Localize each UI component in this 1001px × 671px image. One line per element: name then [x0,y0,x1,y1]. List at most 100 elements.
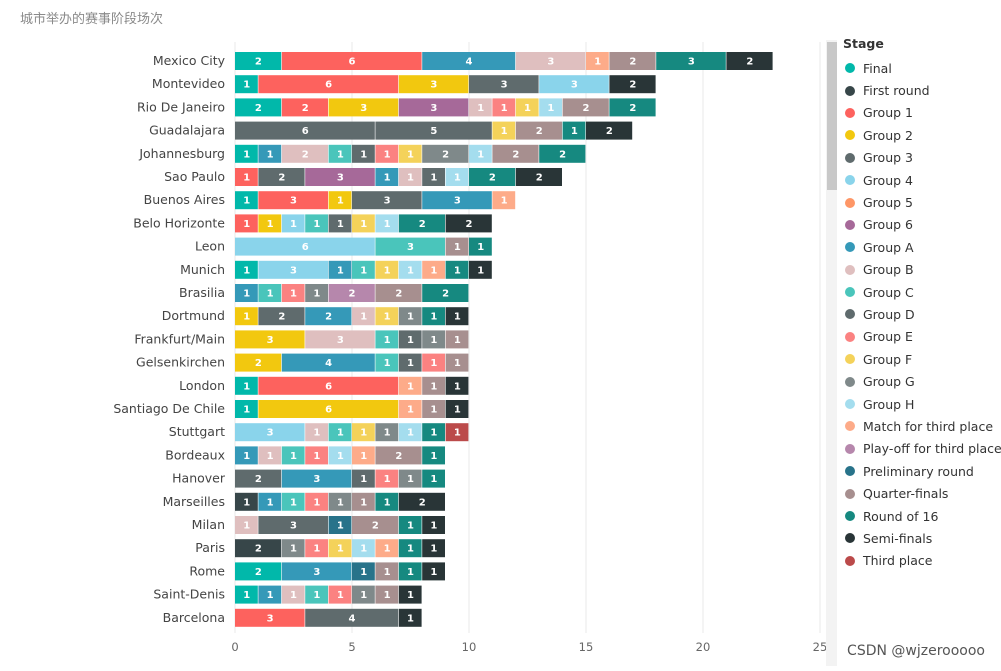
bar-segment[interactable] [352,469,375,488]
bar-segment[interactable] [375,144,399,163]
bar-segment[interactable] [258,307,305,326]
bar-segment[interactable] [375,539,399,558]
bar-segment[interactable] [258,492,282,511]
bar-segment[interactable] [305,608,399,627]
bar-segment[interactable] [235,214,258,233]
bar-segment[interactable] [305,423,328,442]
legend-item[interactable]: Group B [843,259,1001,281]
bar-segment[interactable] [235,168,258,186]
bar-segment[interactable] [492,191,516,210]
bar-segment[interactable] [422,260,445,279]
bar-segment[interactable] [352,307,375,326]
bar-segment[interactable] [258,168,305,186]
bar-segment[interactable] [352,191,422,210]
bar-segment[interactable] [422,376,445,395]
bar-segment[interactable] [235,516,258,534]
legend-item[interactable]: Round of 16 [843,505,1001,527]
bar-segment[interactable] [469,260,492,279]
bar-segment[interactable] [422,330,445,349]
bar-segment[interactable] [398,260,422,279]
bar-segment[interactable] [422,562,445,581]
bar-segment[interactable] [515,168,562,186]
bar-segment[interactable] [352,492,375,511]
bar-segment[interactable] [258,191,328,210]
bar-segment[interactable] [235,121,375,140]
bar-segment[interactable] [328,423,352,442]
bar-segment[interactable] [305,307,352,326]
bar-segment[interactable] [328,144,352,163]
bar-segment[interactable] [305,585,328,604]
bar-segment[interactable] [258,376,399,395]
legend-item[interactable]: Group 5 [843,191,1001,213]
bar-segment[interactable] [375,446,422,465]
bar-segment[interactable] [515,98,539,117]
bar-segment[interactable] [281,562,352,581]
bar-segment[interactable] [328,492,352,511]
bar-segment[interactable] [352,562,375,581]
legend-item[interactable]: Group H [843,393,1001,415]
legend-item[interactable]: First round [843,79,1001,101]
bar-segment[interactable] [258,214,282,233]
bar-segment[interactable] [281,353,375,372]
bar-segment[interactable] [445,400,469,418]
bar-segment[interactable] [398,400,422,418]
bar-segment[interactable] [515,52,586,70]
bar-segment[interactable] [235,562,282,581]
bar-segment[interactable] [328,284,375,302]
bar-segment[interactable] [398,585,422,604]
bar-segment[interactable] [375,585,399,604]
bar-segment[interactable] [586,121,633,140]
bar-segment[interactable] [445,353,469,372]
legend-item[interactable]: Third place [843,550,1001,572]
bar-segment[interactable] [281,98,328,117]
bar-segment[interactable] [258,400,399,418]
bar-segment[interactable] [235,469,282,488]
bar-segment[interactable] [422,400,445,418]
legend-item[interactable]: Group 3 [843,147,1001,169]
bar-segment[interactable] [235,98,282,117]
bar-segment[interactable] [398,469,422,488]
bar-segment[interactable] [398,376,422,395]
bar-segment[interactable] [281,284,305,302]
bar-segment[interactable] [375,168,399,186]
bar-segment[interactable] [281,492,305,511]
bar-segment[interactable] [235,191,258,210]
bar-segment[interactable] [328,214,352,233]
bar-segment[interactable] [422,144,469,163]
bar-segment[interactable] [492,144,539,163]
bar-segment[interactable] [422,446,445,465]
bar-segment[interactable] [328,260,352,279]
bar-segment[interactable] [305,284,328,302]
legend-item[interactable]: Group 6 [843,214,1001,236]
bar-segment[interactable] [305,168,375,186]
bar-segment[interactable] [445,214,492,233]
bar-segment[interactable] [281,52,422,70]
legend-item[interactable]: Group 1 [843,102,1001,124]
bar-segment[interactable] [235,376,258,395]
bar-segment[interactable] [328,446,352,465]
bar-segment[interactable] [398,423,422,442]
bar-segment[interactable] [422,353,445,372]
bar-segment[interactable] [235,446,258,465]
bar-segment[interactable] [235,353,282,372]
bar-segment[interactable] [375,492,399,511]
bar-segment[interactable] [352,516,399,534]
bar-segment[interactable] [609,52,656,70]
legend-item[interactable]: Group E [843,326,1001,348]
bar-segment[interactable] [328,191,352,210]
bar-segment[interactable] [375,353,399,372]
bar-segment[interactable] [422,52,516,70]
bar-segment[interactable] [235,423,305,442]
bar-segment[interactable] [445,376,469,395]
bar-segment[interactable] [352,214,375,233]
bar-segment[interactable] [375,260,399,279]
bar-segment[interactable] [258,75,399,94]
legend-item[interactable]: Group 2 [843,124,1001,146]
bar-segment[interactable] [328,585,352,604]
bar-segment[interactable] [235,608,305,627]
bar-segment[interactable] [258,144,282,163]
bar-segment[interactable] [609,98,656,117]
legend-item[interactable]: Group A [843,236,1001,258]
bar-segment[interactable] [398,330,422,349]
bar-segment[interactable] [422,191,492,210]
